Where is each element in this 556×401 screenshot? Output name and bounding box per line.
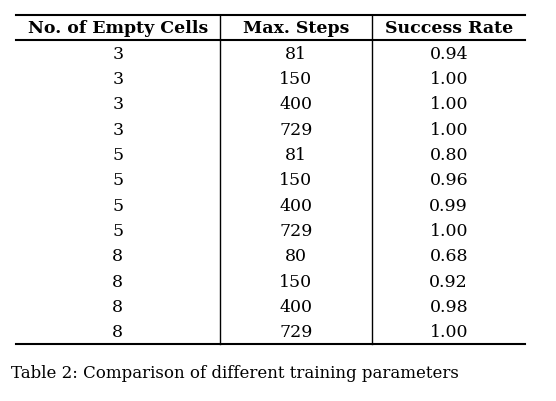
Text: 400: 400: [280, 197, 312, 214]
Text: 0.68: 0.68: [429, 247, 468, 265]
Text: 5: 5: [112, 197, 123, 214]
Text: 8: 8: [112, 323, 123, 340]
Text: 81: 81: [285, 45, 307, 63]
Text: 0.98: 0.98: [429, 298, 468, 315]
Text: 0.99: 0.99: [429, 197, 468, 214]
Text: 1.00: 1.00: [429, 121, 468, 138]
Text: 81: 81: [285, 146, 307, 164]
Text: 0.94: 0.94: [429, 45, 468, 63]
Text: 1.00: 1.00: [429, 323, 468, 340]
Text: 150: 150: [280, 273, 312, 290]
Text: 1.00: 1.00: [429, 71, 468, 88]
Text: 0.80: 0.80: [429, 146, 468, 164]
Text: 80: 80: [285, 247, 307, 265]
Text: 150: 150: [280, 71, 312, 88]
Text: 3: 3: [112, 121, 123, 138]
Text: 3: 3: [112, 71, 123, 88]
Text: 0.92: 0.92: [429, 273, 468, 290]
Text: 8: 8: [112, 247, 123, 265]
Text: Success Rate: Success Rate: [385, 20, 513, 37]
Text: 729: 729: [279, 222, 312, 239]
Text: 150: 150: [280, 172, 312, 189]
Text: 8: 8: [112, 273, 123, 290]
Text: No. of Empty Cells: No. of Empty Cells: [28, 20, 208, 37]
Text: 5: 5: [112, 222, 123, 239]
Text: 729: 729: [279, 121, 312, 138]
Text: 5: 5: [112, 146, 123, 164]
Text: 8: 8: [112, 298, 123, 315]
Text: 5: 5: [112, 172, 123, 189]
Text: 400: 400: [280, 96, 312, 113]
Text: 1.00: 1.00: [429, 222, 468, 239]
Text: 729: 729: [279, 323, 312, 340]
Text: 3: 3: [112, 45, 123, 63]
Text: Table 2: Comparison of different training parameters: Table 2: Comparison of different trainin…: [11, 365, 459, 381]
Text: 1.00: 1.00: [429, 96, 468, 113]
Text: 400: 400: [280, 298, 312, 315]
Text: 3: 3: [112, 96, 123, 113]
Text: Max. Steps: Max. Steps: [243, 20, 349, 37]
Text: 0.96: 0.96: [429, 172, 468, 189]
